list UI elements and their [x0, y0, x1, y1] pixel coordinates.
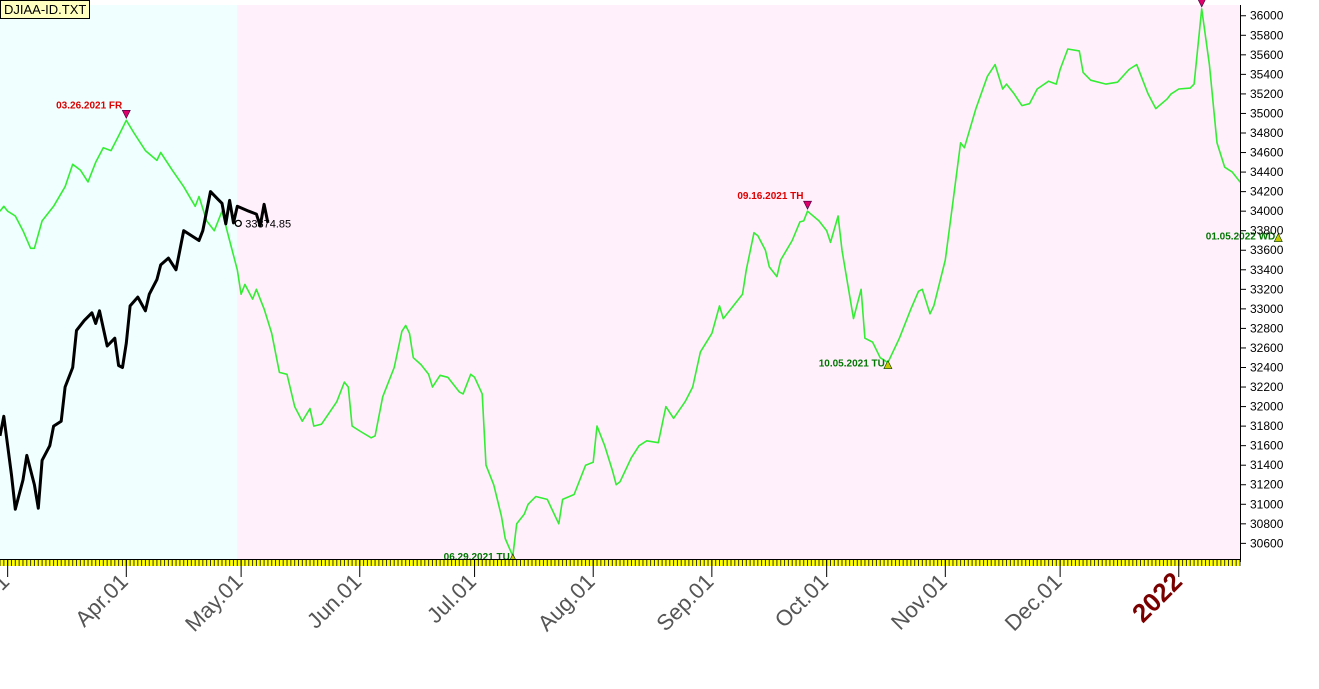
x-month-label: May.01: [180, 569, 248, 637]
y-tick-label: 32400: [1250, 360, 1284, 374]
x-month-label: Nov.01: [886, 569, 952, 635]
x-month-label: Apr.01: [70, 569, 133, 632]
x-month-label: Dec.01: [1000, 569, 1067, 636]
y-tick-label: 30800: [1250, 517, 1284, 531]
peak-date-label: 03.26.2021 FR: [56, 100, 123, 111]
y-tick-label: 34000: [1250, 204, 1284, 218]
y-tick-label: 31600: [1250, 439, 1284, 453]
x-month-label: Jun.01: [302, 569, 366, 633]
peak-date-label: 09.16.2021 TH: [737, 191, 803, 202]
x-month-label: Oct.01: [770, 569, 834, 633]
y-tick-label: 34800: [1250, 126, 1284, 140]
x-month-label: Mar.01: [0, 569, 14, 634]
y-tick-label: 35000: [1250, 106, 1284, 120]
y-tick-label: 33000: [1250, 302, 1284, 316]
y-tick-label: 33200: [1250, 282, 1284, 296]
y-tick-label: 34600: [1250, 146, 1284, 160]
trough-date-label: 10.05.2021 TU: [819, 359, 885, 370]
file-title-label: DJIAA-ID.TXT: [0, 0, 91, 19]
trough-marker: [1273, 232, 1283, 242]
trough-marker: [883, 359, 893, 369]
last-value-label: 33874.85: [245, 218, 291, 230]
x-month-label: Sep.01: [651, 569, 718, 636]
y-tick-label: 31800: [1250, 419, 1284, 433]
y-tick-label: 31000: [1250, 497, 1284, 511]
actual-series-line: [0, 190, 270, 511]
y-tick-label: 32600: [1250, 341, 1284, 355]
y-tick-label: 31400: [1250, 458, 1284, 472]
y-tick-label: 34200: [1250, 185, 1284, 199]
y-tick-label: 30600: [1250, 536, 1284, 550]
y-tick-label: 33800: [1250, 224, 1284, 238]
projection-period-background: [237, 5, 1241, 559]
y-tick-label: 35600: [1250, 48, 1284, 62]
y-tick-label: 35800: [1250, 28, 1284, 42]
y-tick-label: 36000: [1250, 9, 1284, 23]
peak-marker: [803, 200, 813, 210]
y-tick-label: 32800: [1250, 321, 1284, 335]
projection-series-line: [0, 8, 1240, 557]
x-month-label: Jul.01: [422, 569, 481, 628]
y-tick-label: 31200: [1250, 478, 1284, 492]
y-tick-label: 35200: [1250, 87, 1284, 101]
trough-date-label: 06.29.2021 TU: [444, 552, 510, 563]
y-tick-label: 35400: [1250, 67, 1284, 81]
past-period-background: [0, 5, 238, 559]
peak-marker: [1197, 0, 1206, 8]
y-tick-label: 34400: [1250, 165, 1284, 179]
last-value-marker: [234, 219, 242, 228]
peak-marker: [121, 109, 131, 119]
y-tick-label: 33400: [1250, 263, 1284, 277]
y-tick-label: 33600: [1250, 243, 1284, 257]
y-tick-label: 32200: [1250, 380, 1284, 394]
x-month-label: Aug.01: [533, 569, 600, 636]
y-tick-label: 32000: [1250, 400, 1284, 414]
